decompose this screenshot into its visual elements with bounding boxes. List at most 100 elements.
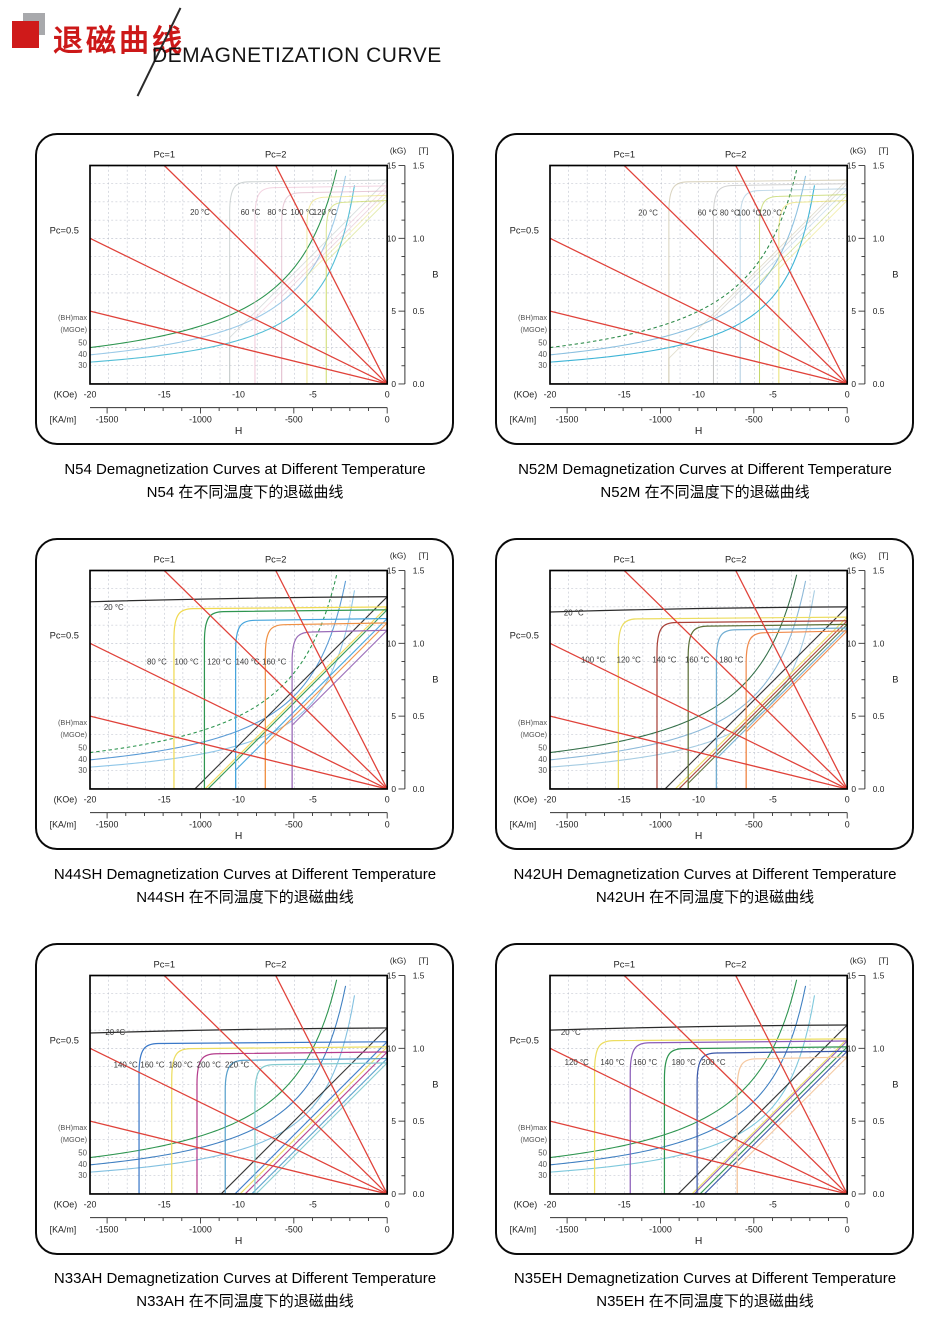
svg-text:15: 15 — [387, 565, 397, 575]
svg-text:[T]: [T] — [879, 146, 889, 156]
svg-text:-15: -15 — [618, 795, 631, 805]
svg-text:30: 30 — [78, 361, 87, 370]
svg-text:220 °C: 220 °C — [225, 1060, 249, 1069]
svg-text:-1500: -1500 — [96, 1224, 119, 1234]
svg-text:-1500: -1500 — [556, 1224, 579, 1234]
svg-text:H: H — [235, 426, 242, 437]
svg-text:200 °C: 200 °C — [701, 1058, 725, 1067]
svg-text:10: 10 — [847, 1043, 857, 1053]
svg-text:Pc=1: Pc=1 — [614, 150, 636, 160]
svg-text:50: 50 — [78, 339, 87, 348]
svg-text:20 °C: 20 °C — [564, 609, 584, 618]
svg-text:0: 0 — [851, 379, 856, 389]
svg-text:(MGOe): (MGOe) — [520, 1135, 547, 1144]
svg-text:Pc=2: Pc=2 — [265, 150, 287, 160]
caption-chinese: N33AH 在不同温度下的退磁曲线 — [136, 1293, 354, 1310]
svg-text:-1000: -1000 — [189, 819, 212, 829]
svg-text:0: 0 — [845, 414, 850, 424]
svg-text:60 °C: 60 °C — [241, 208, 261, 217]
svg-text:Pc=1: Pc=1 — [154, 555, 176, 565]
logo-red-square — [12, 21, 39, 48]
svg-text:5: 5 — [391, 711, 396, 721]
svg-text:(BH)max: (BH)max — [518, 1123, 547, 1132]
svg-text:15: 15 — [847, 565, 857, 575]
caption-english: N35EH Demagnetization Curves at Differen… — [513, 1270, 897, 1287]
svg-text:0.0: 0.0 — [413, 784, 425, 794]
svg-text:-10: -10 — [692, 795, 705, 805]
chart-caption-n52m: N52M Demagnetization Curves at Different… — [495, 459, 915, 503]
svg-text:40: 40 — [78, 350, 87, 359]
svg-text:-1000: -1000 — [189, 1224, 212, 1234]
svg-text:-5: -5 — [769, 390, 777, 400]
caption-english: N54 Demagnetization Curves at Different … — [64, 461, 426, 478]
svg-text:160 °C: 160 °C — [262, 657, 286, 666]
svg-text:0.0: 0.0 — [873, 379, 885, 389]
svg-text:200 °C: 200 °C — [197, 1060, 221, 1069]
svg-text:0: 0 — [845, 1224, 850, 1234]
svg-text:20 °C: 20 °C — [190, 208, 210, 217]
svg-text:180 °C: 180 °C — [672, 1058, 696, 1067]
svg-text:20 °C: 20 °C — [104, 603, 124, 612]
svg-text:160 °C: 160 °C — [140, 1060, 164, 1069]
svg-text:15: 15 — [847, 160, 857, 170]
svg-text:40: 40 — [78, 1160, 87, 1169]
svg-text:[T]: [T] — [879, 551, 889, 561]
svg-text:(kG): (kG) — [850, 956, 866, 966]
svg-text:0: 0 — [391, 1189, 396, 1199]
svg-text:[KA/m]: [KA/m] — [510, 819, 537, 829]
svg-text:B: B — [892, 1080, 898, 1090]
svg-text:0: 0 — [851, 1189, 856, 1199]
svg-text:0: 0 — [385, 795, 390, 805]
svg-text:H: H — [695, 831, 702, 842]
svg-text:140 °C: 140 °C — [652, 655, 676, 664]
svg-text:(BH)max: (BH)max — [518, 313, 547, 322]
svg-text:(KOe): (KOe) — [514, 390, 538, 400]
svg-text:-1500: -1500 — [96, 414, 119, 424]
svg-text:120 °C: 120 °C — [565, 1058, 589, 1067]
svg-text:100 °C: 100 °C — [290, 208, 314, 217]
svg-text:15: 15 — [847, 970, 857, 980]
svg-text:1.5: 1.5 — [413, 970, 425, 980]
demagnetization-chart-n35eh: Pc=1 Pc=2 Pc=0.5 20 °C 120 °C 140 °C 160 °C 180… — [510, 956, 899, 1247]
svg-text:[T]: [T] — [419, 956, 429, 966]
svg-text:0.0: 0.0 — [873, 1189, 885, 1199]
svg-text:0.5: 0.5 — [873, 1116, 885, 1126]
svg-text:140 °C: 140 °C — [114, 1060, 138, 1069]
svg-text:B: B — [892, 270, 898, 280]
svg-text:Pc=1: Pc=1 — [154, 150, 176, 160]
svg-text:0: 0 — [845, 795, 850, 805]
svg-text:0: 0 — [385, 414, 390, 424]
svg-text:Pc=2: Pc=2 — [265, 555, 287, 565]
svg-text:10: 10 — [387, 1043, 397, 1053]
caption-english: N33AH Demagnetization Curves at Differen… — [53, 1270, 437, 1287]
svg-text:-5: -5 — [309, 1200, 317, 1210]
svg-text:(KOe): (KOe) — [54, 795, 78, 805]
svg-text:100 °C: 100 °C — [581, 655, 605, 664]
svg-text:H: H — [695, 426, 702, 437]
svg-text:1.5: 1.5 — [873, 565, 885, 575]
svg-text:-1500: -1500 — [556, 819, 579, 829]
svg-text:Pc=1: Pc=1 — [614, 555, 636, 565]
svg-text:B: B — [892, 675, 898, 685]
svg-text:1.5: 1.5 — [413, 565, 425, 575]
svg-text:H: H — [235, 831, 242, 842]
caption-english: N44SH Demagnetization Curves at Differen… — [53, 866, 437, 883]
svg-text:0.5: 0.5 — [413, 306, 425, 316]
svg-text:1.5: 1.5 — [413, 160, 425, 170]
demagnetization-chart-n44sh: Pc=1 Pc=2 Pc=0.5 20 °C 80 °C 100 °C 120 °C 140 … — [50, 551, 439, 842]
svg-text:40: 40 — [538, 350, 547, 359]
svg-text:(BH)max: (BH)max — [58, 718, 87, 727]
svg-text:-500: -500 — [745, 819, 763, 829]
svg-text:0: 0 — [391, 784, 396, 794]
svg-text:-15: -15 — [618, 1200, 631, 1210]
svg-text:(KOe): (KOe) — [54, 390, 78, 400]
chart-caption-n35eh: N35EH Demagnetization Curves at Differen… — [495, 1268, 915, 1312]
svg-text:140 °C: 140 °C — [600, 1058, 624, 1067]
svg-text:-15: -15 — [158, 795, 171, 805]
svg-text:(BH)max: (BH)max — [518, 718, 547, 727]
svg-text:0: 0 — [845, 1200, 850, 1210]
svg-text:Pc=0.5: Pc=0.5 — [510, 630, 539, 640]
svg-text:-20: -20 — [544, 390, 557, 400]
svg-text:[KA/m]: [KA/m] — [50, 819, 77, 829]
svg-text:-10: -10 — [232, 1200, 245, 1210]
